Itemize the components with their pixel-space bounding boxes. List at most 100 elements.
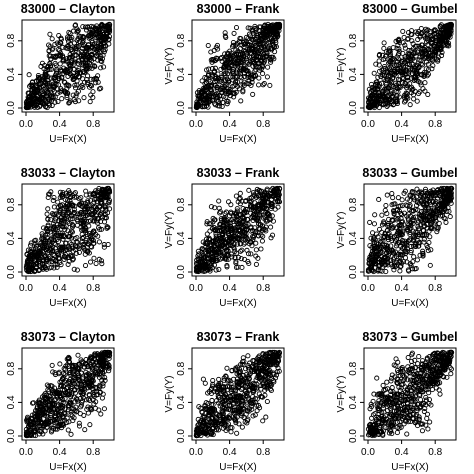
data-point — [223, 256, 229, 262]
data-point — [206, 235, 212, 241]
data-point — [222, 30, 228, 36]
data-point — [438, 46, 444, 52]
data-point — [229, 238, 235, 244]
y-tick-label: 0.8 — [348, 33, 359, 47]
data-point — [25, 263, 31, 269]
data-point — [93, 80, 99, 86]
x-tick-label: 0.4 — [223, 119, 237, 130]
y-axis-label: V=Fy(Y) — [164, 212, 175, 249]
data-point — [61, 224, 67, 230]
data-point — [428, 37, 435, 43]
y-tick-label: 0.4 — [6, 231, 17, 245]
data-point — [245, 25, 251, 31]
data-point — [388, 243, 394, 249]
data-point — [240, 40, 246, 46]
y-tick-label: 0.8 — [176, 33, 187, 47]
data-point — [105, 190, 111, 196]
data-point — [423, 51, 429, 57]
data-point — [60, 212, 67, 218]
data-point — [407, 102, 413, 108]
x-tick-label: 0.4 — [395, 119, 409, 130]
data-point — [255, 205, 261, 211]
data-point — [424, 54, 430, 60]
data-point — [48, 247, 54, 253]
data-point — [244, 216, 250, 222]
data-point — [69, 229, 75, 235]
data-point — [383, 53, 389, 59]
data-point — [436, 37, 442, 43]
data-point — [59, 246, 65, 253]
data-point — [91, 197, 98, 203]
data-point — [218, 76, 224, 82]
data-point — [67, 71, 73, 77]
data-point — [269, 232, 276, 238]
data-point — [87, 84, 93, 90]
data-point — [99, 261, 105, 267]
data-point — [53, 211, 59, 217]
data-point — [54, 249, 60, 255]
data-point — [61, 232, 67, 238]
data-point — [398, 219, 405, 225]
data-point — [45, 194, 51, 201]
data-point — [394, 45, 400, 51]
data-point — [432, 50, 438, 56]
data-point — [238, 248, 244, 254]
data-point — [230, 43, 236, 50]
data-point — [66, 233, 72, 240]
data-point — [84, 210, 91, 216]
data-point — [202, 81, 208, 87]
data-point — [28, 242, 34, 248]
data-point — [412, 65, 418, 72]
data-point — [33, 261, 40, 267]
data-point — [225, 86, 231, 92]
data-point — [31, 89, 37, 95]
data-point — [375, 89, 381, 96]
data-point — [212, 79, 218, 85]
data-point — [268, 35, 274, 41]
data-point — [59, 96, 65, 102]
data-point — [52, 261, 58, 267]
data-point — [402, 56, 408, 62]
data-point — [223, 94, 229, 100]
data-point — [217, 209, 223, 215]
data-point — [246, 61, 252, 67]
data-point — [262, 47, 268, 53]
data-point — [379, 67, 385, 73]
data-point — [240, 210, 246, 217]
data-point — [228, 57, 234, 63]
data-point — [50, 54, 56, 60]
data-point — [30, 247, 36, 253]
data-point — [383, 202, 389, 209]
data-point — [56, 207, 62, 213]
data-point — [219, 232, 225, 238]
data-point — [101, 49, 107, 55]
data-point — [81, 79, 88, 85]
data-point — [74, 194, 80, 200]
data-point — [246, 187, 252, 193]
data-point — [255, 221, 262, 227]
data-point — [264, 74, 270, 80]
data-point — [402, 45, 408, 51]
data-point — [71, 40, 78, 46]
data-point — [59, 75, 65, 81]
x-tick-label: 0.8 — [86, 447, 100, 458]
data-point — [103, 215, 109, 221]
data-point — [195, 256, 201, 262]
data-point — [404, 61, 411, 67]
data-point — [404, 246, 410, 252]
data-point — [90, 63, 96, 69]
x-axis: 0.0 0.4 0.8U=Fx(X) — [189, 276, 271, 309]
data-point — [218, 251, 224, 257]
data-point — [209, 56, 215, 63]
data-point — [237, 195, 243, 201]
data-point — [253, 253, 259, 259]
data-point — [31, 238, 38, 244]
data-point — [379, 80, 385, 86]
data-point — [213, 44, 219, 50]
data-point — [232, 42, 238, 49]
data-point — [244, 247, 250, 253]
panel-title: 83033 – Frank — [197, 166, 280, 180]
data-point — [197, 94, 203, 100]
